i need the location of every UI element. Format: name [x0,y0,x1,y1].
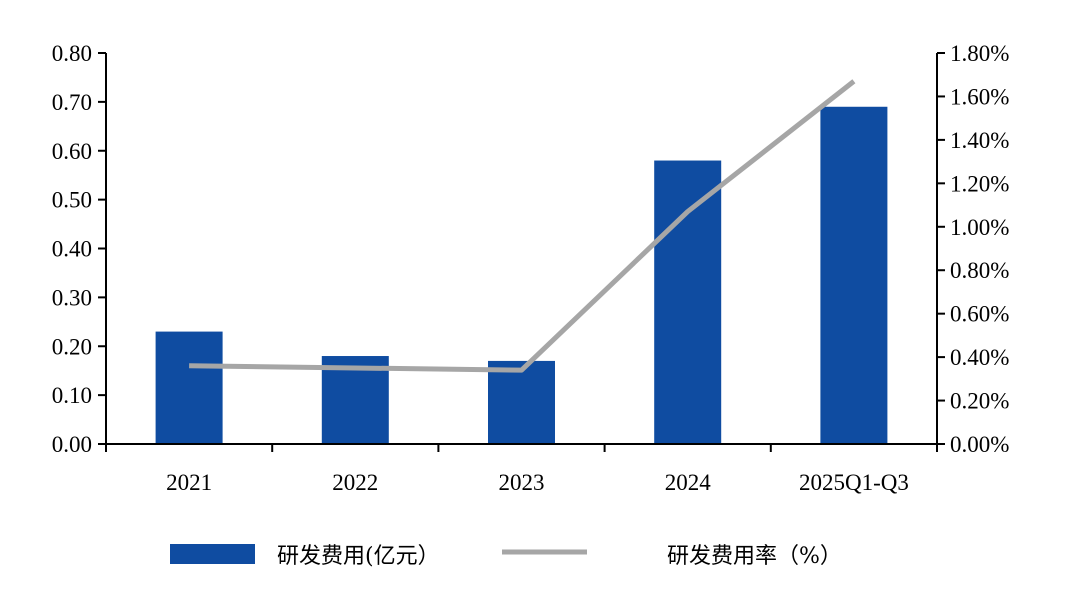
left-axis-tick-label: 0.50 [52,188,92,213]
legend: 研发费用(亿元） 研发费用率（%） [170,544,842,569]
right-axis-tick-label: 1.40% [950,128,1009,153]
right-axis-tick-label: 1.00% [950,215,1009,240]
bar-2025Q1-Q3 [820,106,888,444]
right-axis-tick-label: 0.20% [950,389,1009,414]
right-axis-ticks: 0.00% 0.20% 0.40% 0.60% 0.80% 1.00% 1.20% 1.40%… [950,41,1009,457]
left-axis-tick-label: 0.10 [52,383,92,408]
left-axis-tick-label: 0.80 [52,41,92,66]
legend-label-bar: 研发费用(亿元） [277,544,440,569]
right-axis-tick-label: 1.20% [950,171,1009,196]
bar-2023 [488,360,555,444]
right-axis-tick-label: 0.80% [950,258,1009,283]
rate-line [189,79,856,373]
bar-series [155,106,888,444]
x-axis-label: 2022 [332,470,378,495]
x-axis-label: 2024 [665,470,712,495]
left-axis-tick-label: 0.00 [52,432,92,457]
x-axis-label: 2021 [166,470,212,495]
axes [98,52,945,452]
right-axis-tick-label: 0.40% [950,345,1009,370]
legend-label-line: 研发费用率（%） [667,544,842,569]
right-axis-tick-label: 1.60% [950,84,1009,109]
right-axis-tick-label: 0.60% [950,302,1009,327]
left-axis-tick-label: 0.20 [52,334,92,359]
right-axis-tick-label: 1.80% [950,41,1009,66]
legend-swatch-bar [170,544,255,564]
left-axis-ticks: 0.00 0.10 0.20 0.30 0.40 0.50 0.60 0.70 0.80 [52,41,92,457]
bar-2024 [654,160,722,444]
x-axis-labels: 2021 2022 2023 2024 2025Q1-Q3 [166,470,909,495]
left-axis-tick-label: 0.70 [52,90,92,115]
x-axis-label: 2023 [499,470,545,495]
line-series [189,79,856,373]
left-axis-tick-label: 0.60 [52,139,92,164]
bar-2021 [155,331,223,444]
x-axis-label: 2025Q1-Q3 [799,470,909,495]
left-axis-tick-label: 0.30 [52,285,92,310]
right-axis-tick-label: 0.00% [950,432,1009,457]
left-axis-tick-label: 0.40 [52,237,92,262]
